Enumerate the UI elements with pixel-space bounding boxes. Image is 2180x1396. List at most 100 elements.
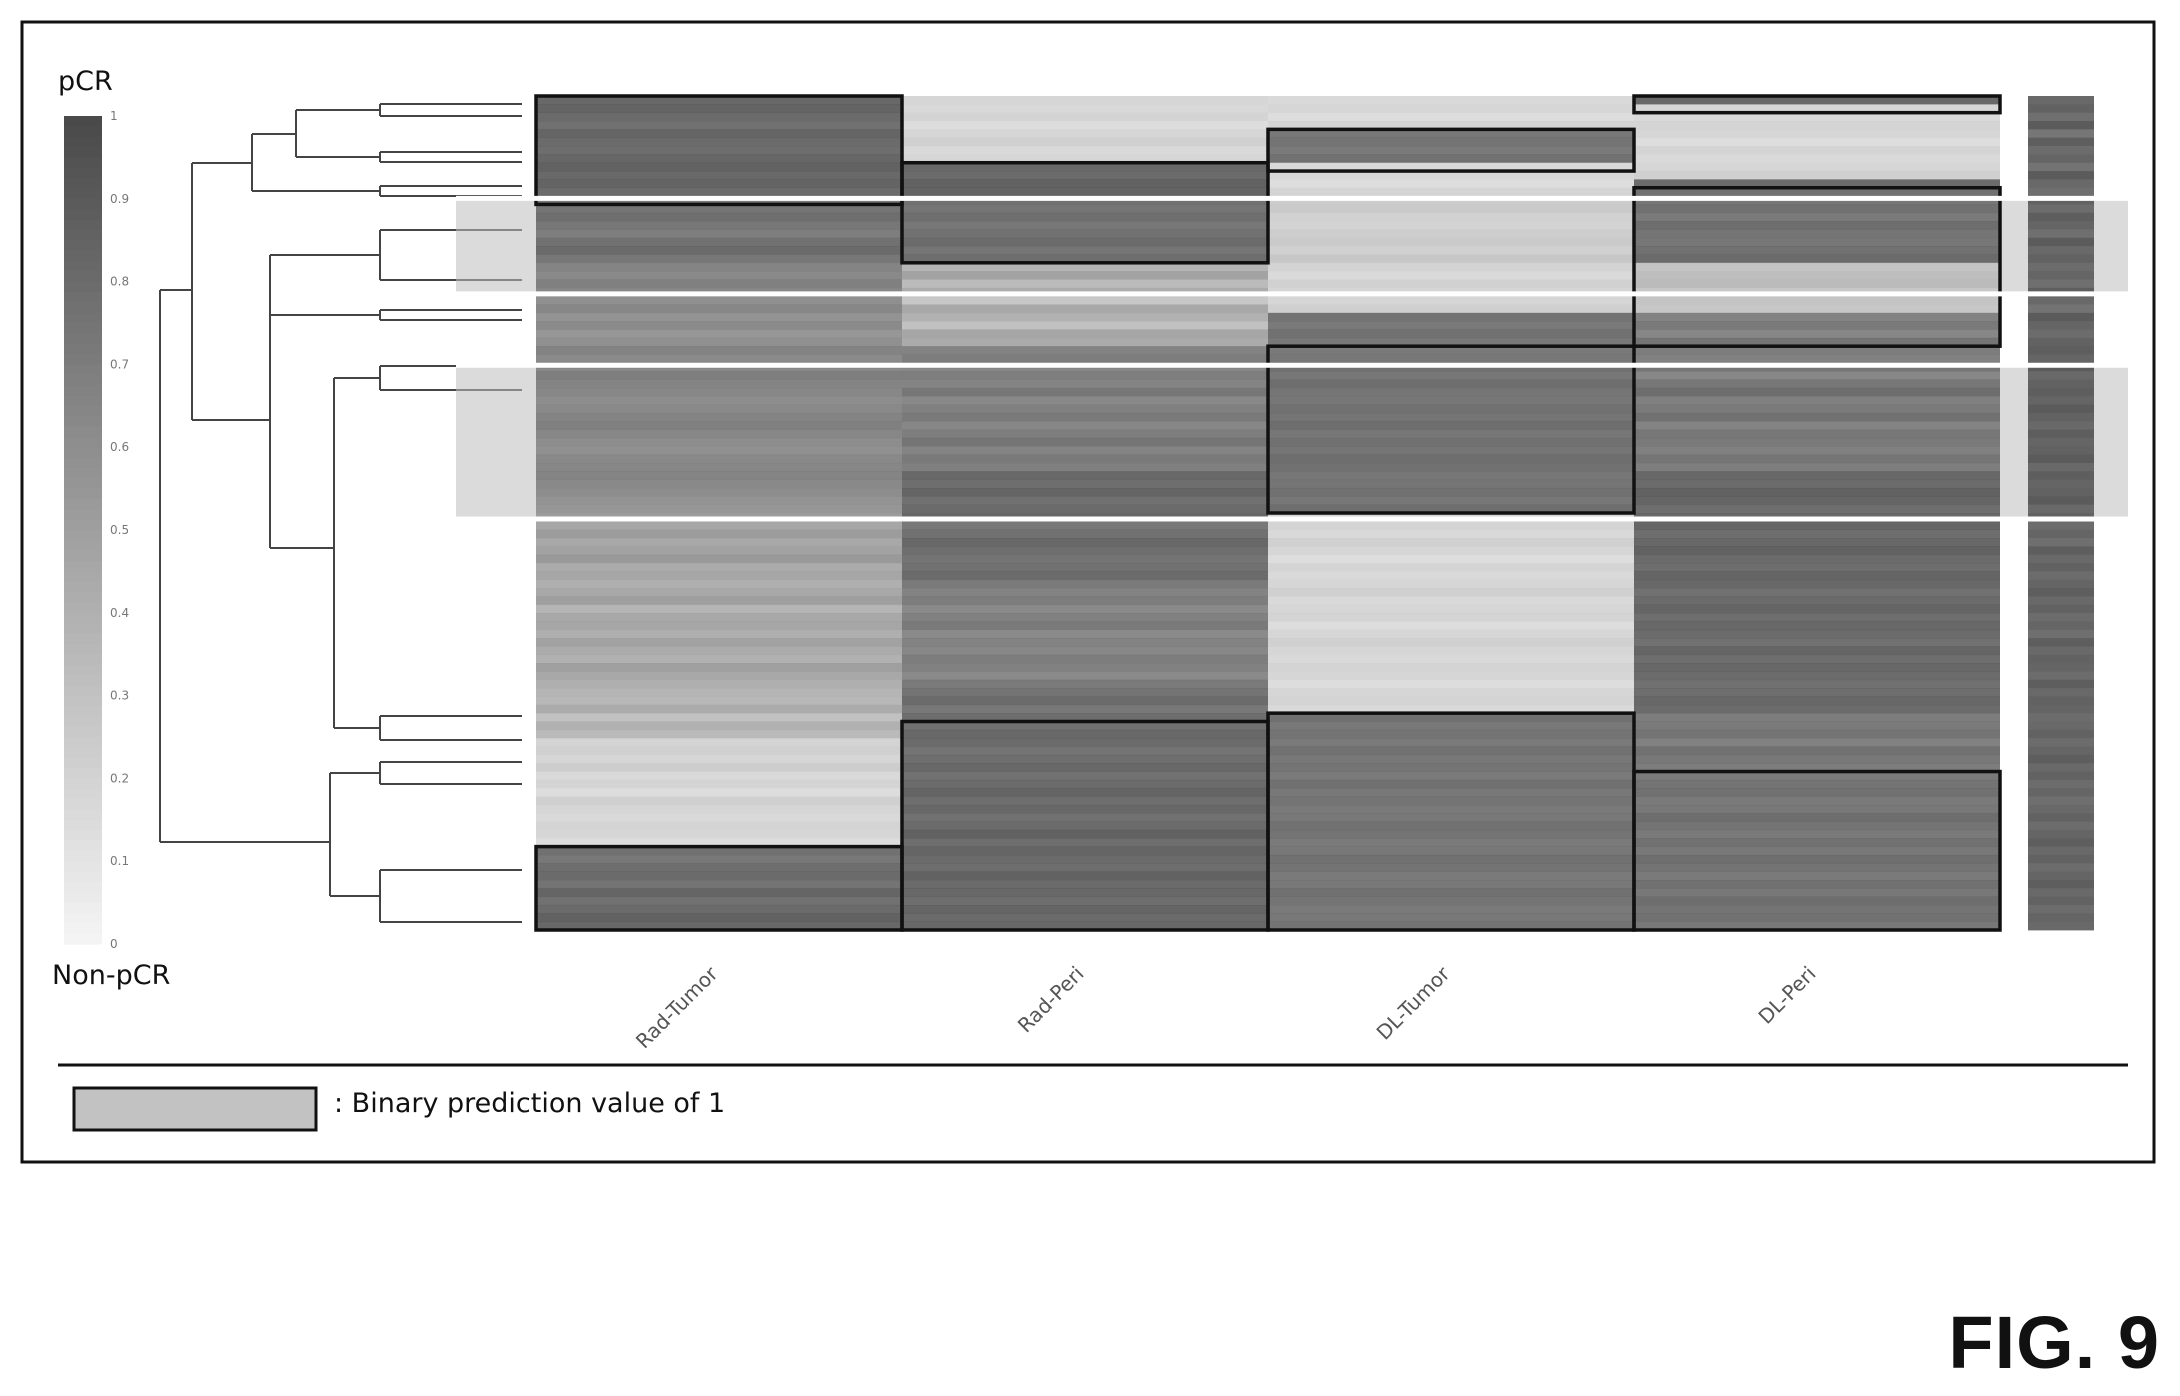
cell-DL-Tumor-81 — [1268, 771, 1634, 781]
summary-cell-25 — [2028, 304, 2094, 314]
cell-DL-Tumor-7 — [1268, 154, 1634, 164]
cell-DL-Tumor-5 — [1268, 137, 1634, 147]
cell-Rad-Peri-74 — [902, 713, 1268, 722]
cell-DL-Peri-45 — [1634, 471, 2000, 481]
cell-DL-Tumor-69 — [1268, 671, 1634, 681]
colorbar-step-73 — [64, 871, 102, 883]
summary-cell-59 — [2028, 588, 2094, 597]
colorbar-tick-0.8: 0.8 — [110, 275, 129, 289]
summary-cell-41 — [2028, 437, 2094, 447]
cell-Rad-Peri-11 — [902, 187, 1268, 197]
cell-DL-Tumor-91 — [1268, 854, 1634, 864]
summary-cell-65 — [2028, 638, 2094, 647]
summary-cell-19 — [2028, 254, 2094, 264]
summary-cell-99 — [2028, 921, 2094, 931]
summary-cell-40 — [2028, 429, 2094, 439]
cell-Rad-Tumor-36 — [536, 396, 902, 405]
cell-DL-Peri-72 — [1634, 696, 2000, 706]
cell-DL-Peri-73 — [1634, 704, 2000, 714]
summary-cell-64 — [2028, 629, 2094, 639]
cell-Rad-Tumor-40 — [536, 429, 902, 439]
cell-Rad-Peri-58 — [902, 579, 1268, 589]
cell-Rad-Tumor-54 — [536, 546, 902, 556]
colorbar-step-44 — [64, 571, 102, 583]
cell-DL-Peri-70 — [1634, 679, 2000, 689]
cell-DL-Peri-42 — [1634, 446, 2000, 456]
colorbar-step-50 — [64, 633, 102, 645]
colorbar-step-4 — [64, 157, 102, 169]
summary-cell-3 — [2028, 121, 2094, 130]
cell-DL-Tumor-42 — [1268, 446, 1634, 456]
cell-Rad-Tumor-8 — [536, 162, 902, 172]
cell-DL-Peri-53 — [1634, 538, 2000, 547]
cell-Rad-Tumor-31 — [536, 354, 902, 364]
cell-DL-Peri-0 — [1634, 96, 2000, 105]
cell-Rad-Peri-89 — [902, 838, 1268, 847]
cell-DL-Peri-46 — [1634, 479, 2000, 489]
cell-DL-Tumor-88 — [1268, 829, 1634, 839]
column-label-Rad-Peri: Rad-Peri — [1013, 962, 1089, 1038]
prediction-box-4 — [1266, 127, 1636, 173]
colorbar-step-49 — [64, 623, 102, 635]
summary-cell-84 — [2028, 796, 2094, 806]
cell-Rad-Peri-10 — [902, 179, 1268, 189]
summary-cell-13 — [2028, 204, 2094, 214]
cell-DL-Tumor-80 — [1268, 763, 1634, 772]
cell-Rad-Tumor-55 — [536, 554, 902, 564]
colorbar-tick-0: 0 — [110, 937, 118, 951]
cell-Rad-Tumor-65 — [536, 638, 902, 647]
colorbar-step-30 — [64, 426, 102, 438]
cell-DL-Peri-82 — [1634, 779, 2000, 789]
cell-Rad-Tumor-5 — [536, 137, 902, 147]
colorbar-tick-0.2: 0.2 — [110, 771, 129, 785]
cell-DL-Peri-35 — [1634, 387, 2000, 397]
cell-Rad-Peri-47 — [902, 487, 1268, 497]
cell-DL-Peri-2 — [1634, 112, 2000, 122]
cell-DL-Peri-80 — [1634, 763, 2000, 772]
column-label-Rad-Tumor: Rad-Tumor — [631, 961, 723, 1053]
summary-cell-79 — [2028, 754, 2094, 764]
summary-cell-38 — [2028, 412, 2094, 422]
cell-DL-Tumor-62 — [1268, 613, 1634, 622]
cell-Rad-Tumor-93 — [536, 871, 902, 881]
prediction-box-9 — [1632, 769, 2002, 932]
cell-Rad-Tumor-53 — [536, 538, 902, 547]
cell-DL-Tumor-59 — [1268, 588, 1634, 597]
colorbar — [64, 116, 102, 945]
cell-Rad-Peri-1 — [902, 104, 1268, 114]
cell-Rad-Tumor-56 — [536, 563, 902, 572]
cell-Rad-Peri-13 — [902, 204, 1268, 214]
summary-cell-44 — [2028, 462, 2094, 472]
cell-DL-Peri-87 — [1634, 821, 2000, 831]
summary-cell-37 — [2028, 404, 2094, 414]
summary-cell-11 — [2028, 187, 2094, 197]
cell-Rad-Tumor-57 — [536, 571, 902, 581]
cell-DL-Tumor-29 — [1268, 337, 1634, 347]
cell-Rad-Peri-22 — [902, 279, 1268, 289]
cell-Rad-Tumor-87 — [536, 821, 902, 831]
cell-Rad-Tumor-39 — [536, 421, 902, 430]
cell-Rad-Tumor-66 — [536, 646, 902, 656]
cell-Rad-Tumor-59 — [536, 588, 902, 597]
cell-Rad-Peri-86 — [902, 813, 1268, 822]
cell-DL-Peri-83 — [1634, 788, 2000, 797]
cell-DL-Tumor-89 — [1268, 838, 1634, 847]
cell-DL-Tumor-83 — [1268, 788, 1634, 797]
colorbar-step-31 — [64, 436, 102, 448]
cell-Rad-Peri-96 — [902, 896, 1268, 906]
summary-cell-48 — [2028, 496, 2094, 506]
colorbar-step-66 — [64, 799, 102, 811]
prediction-box-7 — [1632, 94, 2002, 115]
colorbar-step-27 — [64, 395, 102, 407]
cell-Rad-Tumor-28 — [536, 329, 902, 339]
cell-DL-Tumor-13 — [1268, 204, 1634, 214]
cell-DL-Peri-98 — [1634, 913, 2000, 923]
cell-Rad-Peri-51 — [902, 521, 1268, 531]
cell-DL-Peri-7 — [1634, 154, 2000, 164]
summary-cell-42 — [2028, 446, 2094, 456]
cell-DL-Tumor-76 — [1268, 729, 1634, 739]
cell-DL-Peri-77 — [1634, 738, 2000, 747]
cell-Rad-Tumor-95 — [536, 888, 902, 898]
cell-Rad-Peri-68 — [902, 663, 1268, 672]
cell-Rad-Tumor-1 — [536, 104, 902, 114]
